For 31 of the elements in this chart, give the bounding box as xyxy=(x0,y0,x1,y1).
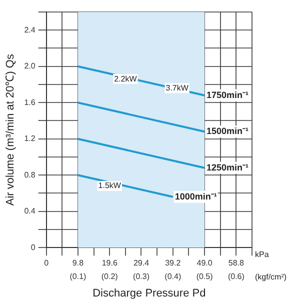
x-tick-label: 29.4 xyxy=(133,258,150,268)
x2-tick-label: (0.1) xyxy=(70,272,87,282)
y-tick-label: 0.4 xyxy=(24,206,36,216)
y-tick-label: 0 xyxy=(30,242,36,252)
annotation: 3.7kW xyxy=(166,83,189,92)
y-tick-label: 2.0 xyxy=(24,62,36,71)
x-tick-label: 58.8 xyxy=(228,258,245,268)
x2-tick-label: (0.2) xyxy=(101,272,118,282)
x2-tick-label: (0.5) xyxy=(196,272,214,282)
x-axis-title: Discharge Pressure Pd xyxy=(92,287,206,300)
x-tick-label: 39.2 xyxy=(165,258,182,268)
x2-tick-label: (0.3) xyxy=(133,272,150,282)
text: kPa xyxy=(255,250,270,259)
x-tick-label: 9.8 xyxy=(72,258,84,268)
series-label: 1500min⁻¹ xyxy=(206,126,249,136)
y-tick-label: 0.8 xyxy=(24,170,36,180)
series-label: 1750min⁻¹ xyxy=(206,90,249,100)
x-tick-label: 19.6 xyxy=(102,258,118,268)
x2-tick-label: (0.6) xyxy=(228,272,245,282)
x2-axis-title: (kgf/cm²) xyxy=(255,272,287,282)
y-tick-label: 2.4 xyxy=(24,25,36,34)
y-tick-label: 1.6 xyxy=(24,98,36,107)
x2-tick-label: (0.4) xyxy=(164,272,182,282)
annotation: 1.5kW xyxy=(98,181,122,190)
series-label: 1250min⁻¹ xyxy=(206,162,249,172)
annotation: 2.2kW xyxy=(114,74,138,84)
series-label: 1000min⁻¹ xyxy=(174,191,217,202)
x-tick-label: 0 xyxy=(44,258,50,268)
y-tick-label: 1.2 xyxy=(24,134,36,144)
x-tick-label: 49.0 xyxy=(196,258,213,268)
y-axis-title: Air volume (m³/min at 20℃) Qs xyxy=(4,54,17,206)
